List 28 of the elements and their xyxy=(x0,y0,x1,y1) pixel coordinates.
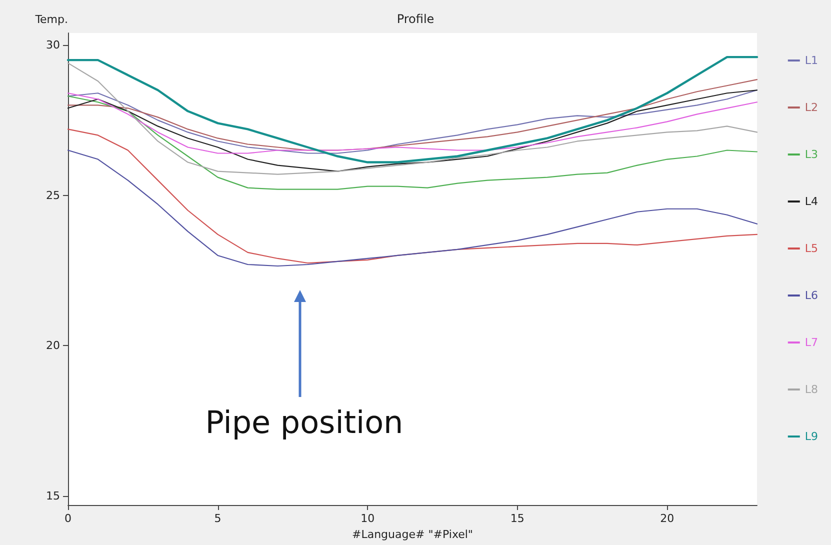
legend-label: L4 xyxy=(804,195,818,208)
x-tick-label: 15 xyxy=(510,512,524,525)
x-tick-label: 5 xyxy=(214,512,222,525)
x-tick-label: 10 xyxy=(360,512,375,525)
y-tick-label: 25 xyxy=(46,188,60,202)
line-series xyxy=(67,96,758,190)
legend-label: L8 xyxy=(804,383,818,396)
y-axis-title: Temp. xyxy=(34,13,68,26)
x-tick-label: 20 xyxy=(660,512,674,525)
line-series xyxy=(67,62,758,175)
line-series xyxy=(66,56,758,164)
chart-title: Profile xyxy=(396,12,434,26)
legend-label: L2 xyxy=(804,101,818,114)
legend-label: L1 xyxy=(804,54,818,67)
x-tick-label: 0 xyxy=(64,512,72,525)
y-tick-label: 20 xyxy=(46,339,60,352)
legend-label: L5 xyxy=(804,242,818,255)
line-series xyxy=(67,150,758,267)
legend-label: L6 xyxy=(804,289,818,302)
legend-label: L7 xyxy=(804,336,818,349)
line-series xyxy=(67,90,758,172)
annotation: Pipe position xyxy=(205,405,404,442)
legend-label: L3 xyxy=(804,148,818,161)
y-tick-label: 30 xyxy=(46,38,60,52)
y-tick-label: 15 xyxy=(46,489,60,502)
x-axis-title: #Language# "#Pixel" xyxy=(352,528,473,541)
legend-label: L9 xyxy=(804,430,818,443)
line-series xyxy=(67,128,758,264)
